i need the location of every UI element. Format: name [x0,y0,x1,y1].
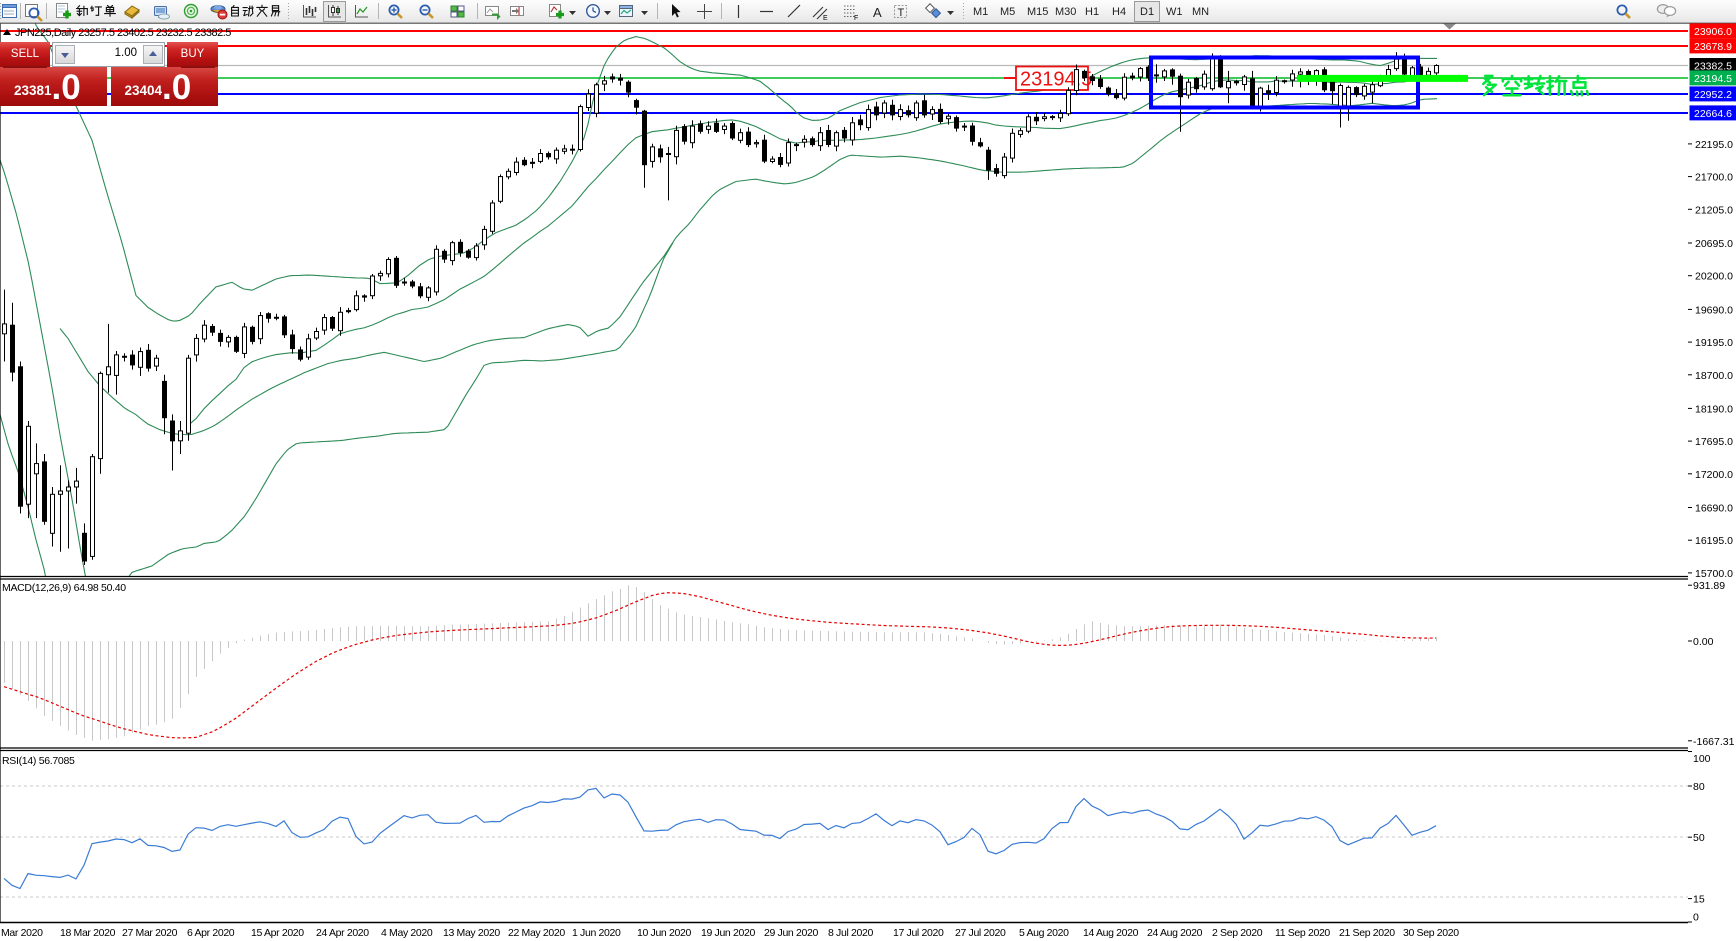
svg-text:27 Jul 2020: 27 Jul 2020 [955,927,1006,939]
svg-text:10 Jun 2020: 10 Jun 2020 [637,927,691,939]
svg-text:16690.0: 16690.0 [1695,503,1733,515]
svg-text:21700.0: 21700.0 [1695,172,1733,184]
svg-text:23194.5: 23194.5 [1020,69,1092,91]
svg-text:A: A [873,5,882,20]
svg-text:RSI(14) 56.7085: RSI(14) 56.7085 [2,755,75,767]
svg-text:H4: H4 [1112,6,1126,18]
svg-text:30 Sep 2020: 30 Sep 2020 [1403,927,1459,939]
svg-text:22952.2: 22952.2 [1694,89,1732,101]
svg-text:2 Sep 2020: 2 Sep 2020 [1212,927,1263,939]
svg-text:M5: M5 [1000,6,1015,18]
svg-text:15: 15 [1693,894,1705,906]
svg-text:24 Aug 2020: 24 Aug 2020 [1147,927,1203,939]
svg-text:50: 50 [1693,832,1705,844]
svg-text:5 Aug 2020: 5 Aug 2020 [1019,927,1069,939]
svg-text:1 Jun 2020: 1 Jun 2020 [572,927,621,939]
svg-text:17200.0: 17200.0 [1695,469,1733,481]
svg-text:24 Apr 2020: 24 Apr 2020 [316,927,369,939]
svg-text:16195.0: 16195.0 [1695,535,1733,547]
svg-text:M30: M30 [1055,6,1076,18]
svg-text:JPN225,Daily 23257.5 23402.5: JPN225,Daily 23257.5 23402.5 23232.5 233… [15,27,231,39]
svg-text:13 May 2020: 13 May 2020 [443,927,500,939]
svg-text:F: F [854,15,858,22]
svg-text:80: 80 [1693,781,1705,793]
svg-text:18190.0: 18190.0 [1695,403,1733,415]
svg-text:MN: MN [1192,6,1209,18]
svg-text:23906.0: 23906.0 [1694,26,1732,38]
svg-text:15 Apr 2020: 15 Apr 2020 [251,927,304,939]
svg-text:29 Jun 2020: 29 Jun 2020 [764,927,818,939]
svg-text:0: 0 [1693,912,1699,924]
svg-text:100: 100 [1693,753,1711,765]
svg-text:22664.6: 22664.6 [1694,108,1732,120]
svg-text:T: T [898,7,905,19]
svg-text:15700.0: 15700.0 [1695,568,1733,580]
svg-text:M15: M15 [1027,6,1048,18]
svg-text:18700.0: 18700.0 [1695,370,1733,382]
svg-text:W1: W1 [1166,6,1183,18]
svg-text:11 Sep 2020: 11 Sep 2020 [1275,927,1330,939]
svg-text:E: E [823,15,828,22]
svg-text:MACD(12,26,9) 64.98 50.40: MACD(12,26,9) 64.98 50.40 [2,582,126,594]
svg-text:21 Sep 2020: 21 Sep 2020 [1339,927,1395,939]
svg-text:20200.0: 20200.0 [1695,271,1733,283]
svg-text:17 Jul 2020: 17 Jul 2020 [893,927,944,939]
svg-text:20695.0: 20695.0 [1695,238,1733,250]
svg-text:931.89: 931.89 [1693,580,1725,592]
svg-text:19195.0: 19195.0 [1695,337,1733,349]
svg-text:H1: H1 [1085,6,1099,18]
svg-text:4 May 2020: 4 May 2020 [381,927,433,939]
svg-text:19690.0: 19690.0 [1695,304,1733,316]
svg-text:0.00: 0.00 [1693,636,1714,648]
svg-text:D1: D1 [1140,6,1154,18]
svg-text:17695.0: 17695.0 [1695,436,1733,448]
svg-text:19 Jun 2020: 19 Jun 2020 [701,927,755,939]
svg-text:23194.5: 23194.5 [1694,73,1732,85]
svg-text:22195.0: 22195.0 [1695,139,1733,151]
svg-text:18 Mar 2020: 18 Mar 2020 [60,927,116,939]
svg-text:23382.5: 23382.5 [1694,61,1732,73]
svg-text:14 Aug 2020: 14 Aug 2020 [1083,927,1139,939]
svg-text:27 Mar 2020: 27 Mar 2020 [122,927,178,939]
svg-text:23678.9: 23678.9 [1694,41,1732,53]
svg-text:-1667.31: -1667.31 [1693,736,1735,748]
svg-text:M1: M1 [973,6,988,18]
svg-text:22 May 2020: 22 May 2020 [508,927,565,939]
svg-text:6 Apr 2020: 6 Apr 2020 [187,927,235,939]
svg-text:8 Jul 2020: 8 Jul 2020 [828,927,873,939]
svg-text:Mar 2020: Mar 2020 [1,927,43,939]
svg-text:21205.0: 21205.0 [1695,204,1733,216]
